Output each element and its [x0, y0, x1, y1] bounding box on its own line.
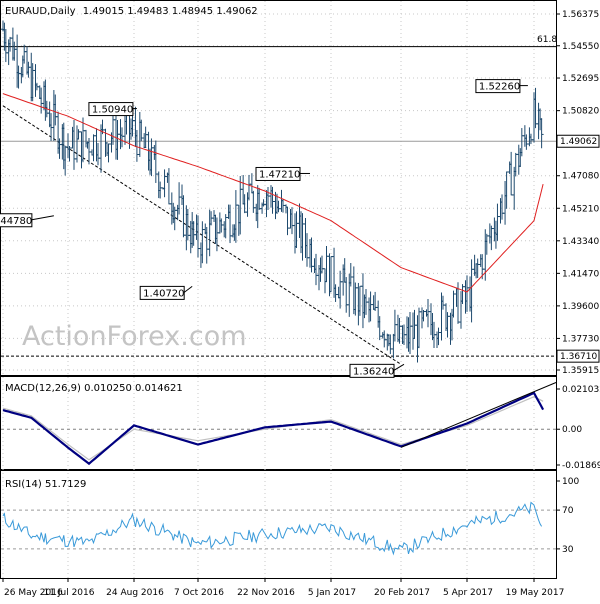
fib-label: 61.8 [537, 35, 557, 45]
x-tick-label: 7 Oct 2016 [174, 588, 224, 598]
macd-main-line [2, 391, 545, 466]
swing-label: 1.40720 [139, 285, 193, 300]
x-tick-label: 19 May 2017 [506, 588, 565, 598]
swing-label-text: 1.50940 [92, 105, 133, 116]
swing-label-text: 1.44780 [0, 216, 32, 227]
price-tick-label: 1.54550 [562, 42, 599, 52]
price-tick-label: 1.50820 [562, 107, 599, 117]
grid-layer [1, 1, 556, 578]
x-tick-label: 5 Jan 2017 [308, 588, 356, 598]
macd-tick-label: -0.018699 [562, 461, 600, 471]
moving-average [2, 93, 544, 293]
swing-label: 1.50940 [88, 102, 137, 117]
rsi-tick-label: 70 [562, 506, 574, 516]
macd-tick-label: 0.00 [562, 425, 582, 435]
price-panel [0, 0, 557, 376]
rsi-panel [0, 470, 557, 579]
swing-label-text: 1.40720 [143, 288, 184, 299]
support-price-tag: 1.36710 [560, 352, 597, 362]
swing-label-text: 1.52260 [479, 82, 520, 93]
x-tick-label: 5 Apr 2017 [443, 588, 493, 598]
swing-labels: 1.44780 1.50940 1.40720 1.47210 1.36240 1.522… [0, 79, 528, 378]
macd-lines [2, 382, 557, 466]
price-tick-label: 1.56375 [562, 10, 599, 20]
price-tick-label: 1.45210 [562, 204, 599, 214]
current-price-tag: 1.49062 [560, 137, 597, 147]
x-tick-label: 20 Feb 2017 [374, 588, 430, 598]
swing-label: 1.47210 [255, 166, 310, 181]
rsi-tick-label: 30 [562, 545, 574, 555]
ohlc-bar [539, 118, 544, 149]
rsi-line [2, 501, 543, 556]
price-tick-label: 1.52695 [562, 74, 599, 84]
swing-label-text: 1.36240 [353, 366, 394, 377]
chart-title: EURAUD,Daily 1.49015 1.49483 1.48945 1.4… [5, 6, 258, 17]
swing-label: 1.52260 [475, 79, 528, 94]
rsi-series-line [2, 501, 543, 556]
x-tick-label: 26 May 2016 [4, 588, 63, 598]
macd-trendline [400, 382, 557, 448]
price-tick-label: 1.37730 [562, 334, 599, 344]
price-tick-label: 1.39600 [562, 302, 599, 312]
moving-average-line [2, 93, 544, 293]
rsi-title: RSI(14) 51.7129 [5, 479, 86, 490]
swing-label: 1.44780 [0, 213, 54, 228]
x-tick-label: 22 Nov 2016 [237, 588, 295, 598]
macd-tick-label: 0.021032 [562, 385, 600, 395]
macd-panel [0, 376, 557, 470]
rsi-tick-label: 100 [562, 477, 579, 487]
current-price-tag-box [556, 134, 600, 148]
watermark: ActionForex.com [22, 321, 247, 352]
macd-title: MACD(12,26,9) 0.010250 0.014621 [5, 383, 183, 394]
price-tick-label: 1.35915 [562, 366, 599, 376]
price-tick-label: 1.41470 [562, 269, 599, 279]
swing-label-text: 1.47210 [259, 169, 300, 180]
x-tick-label: 24 Aug 2016 [106, 588, 164, 598]
price-tick-label: 1.47080 [562, 172, 599, 182]
support-price-tag-box [556, 349, 600, 363]
symbol-label: EURAUD,Daily [5, 6, 76, 17]
price-tick-label: 1.43340 [562, 237, 599, 247]
swing-label: 1.36240 [349, 363, 405, 378]
price-bars [1, 20, 544, 363]
x-tick-label: 11 Jul 2016 [44, 588, 95, 598]
ohlc-values: 1.49015 1.49483 1.48945 1.49062 [83, 6, 258, 17]
